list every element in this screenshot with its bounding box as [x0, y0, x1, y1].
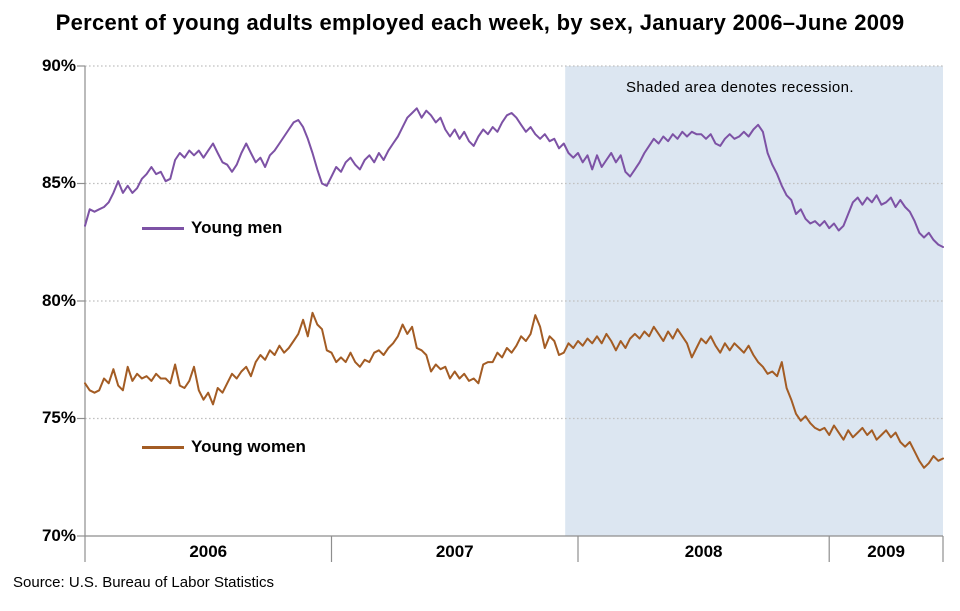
axis-ticks: [77, 65, 944, 562]
y-tick-label-90: 90%: [41, 56, 76, 75]
legend-young-men: Young men: [142, 217, 282, 239]
legend-young-women: Young women: [142, 436, 306, 458]
y-tick-label-75: 75%: [41, 408, 76, 427]
x-tick-label-2006: 2006: [189, 542, 228, 561]
y-tick-label-70: 70%: [41, 526, 76, 545]
gridlines: [85, 65, 943, 420]
legend-young-women-label: Young women: [191, 437, 306, 456]
chart-title: Percent of young adults employed each we…: [55, 10, 905, 35]
x-tick-label-2009: 2009: [867, 542, 906, 561]
young-women-line-swatch: [142, 445, 184, 449]
source-note: Source: U.S. Bureau of Labor Statistics: [13, 574, 274, 591]
y-tick-label-80: 80%: [41, 291, 76, 310]
young-women-line: [84, 311, 944, 469]
young-men-line: [84, 107, 944, 248]
recession-annotation: Shaded area denotes recession.: [626, 79, 854, 96]
young-men-line-swatch: [142, 226, 184, 230]
x-tick-label-2007: 2007: [435, 542, 474, 561]
y-tick-label-85: 85%: [41, 173, 76, 192]
legend-young-men-label: Young men: [191, 218, 283, 237]
x-tick-label-2008: 2008: [684, 542, 723, 561]
